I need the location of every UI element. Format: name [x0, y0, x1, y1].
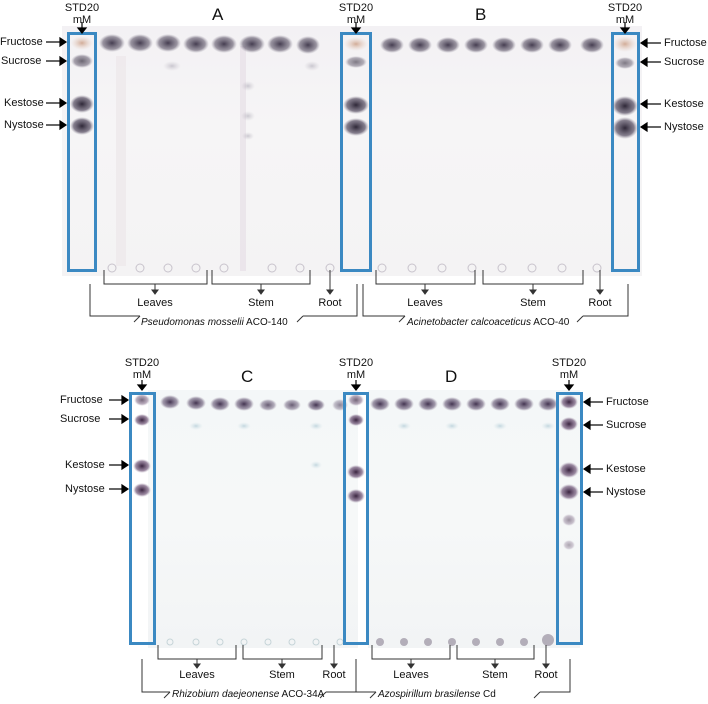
std-label-d: STD20 mM [551, 357, 587, 381]
sugar-label-kestose-b: Kestose [664, 98, 704, 110]
group-label-root-d: Root [534, 669, 558, 681]
sugar-label-nystose-d: Nystose [606, 486, 646, 498]
sugar-label-sucrose-d: Sucrose [606, 419, 647, 431]
std-label-b: STD20 mM [607, 2, 643, 26]
group-brackets-bottom [141, 645, 571, 699]
group-label-stem-b: Stem [520, 297, 546, 309]
tlc-plate-ab [62, 26, 642, 276]
group-label-root-c: Root [322, 669, 346, 681]
std-label-c: STD20 mM [124, 357, 160, 381]
group-label-leaves-b: Leaves [407, 297, 443, 309]
sugar-label-sucrose-a: Sucrose [1, 55, 42, 67]
sugar-label-kestose-c: Kestose [65, 459, 105, 471]
tlc-plate-c [148, 390, 358, 648]
std-label-ab: STD20 mM [338, 2, 374, 26]
std-lane-box-c [129, 392, 156, 645]
group-label-stem-d: Stem [482, 669, 508, 681]
group-label-leaves-a: Leaves [137, 297, 173, 309]
fructose-spots-b [380, 37, 604, 53]
organism-label-d: Azospirillum brasilense Cd [378, 689, 496, 700]
std-lane-box-b [611, 32, 640, 272]
sugar-label-sucrose-b: Sucrose [664, 56, 705, 68]
std-label-a: STD20 mM [64, 2, 100, 26]
fructose-spots-a [99, 34, 320, 54]
panel-letter-a: A [212, 5, 224, 24]
std-label-cd: STD20 mM [338, 357, 374, 381]
group-label-stem-c: Stem [269, 669, 295, 681]
sugar-label-kestose-d: Kestose [606, 463, 646, 475]
organism-label-b: Acinetobacter calcoaceticus ACO-40 [407, 317, 570, 328]
sugar-label-kestose-a: Kestose [4, 97, 44, 109]
sugar-label-fructose-d: Fructose [606, 396, 649, 408]
group-label-stem-a: Stem [248, 297, 274, 309]
group-label-root-b: Root [588, 297, 612, 309]
group-brackets-top [89, 270, 629, 323]
sugar-label-nystose-b: Nystose [664, 121, 704, 133]
std-lane-box-d [556, 392, 583, 645]
sugar-label-sucrose-c: Sucrose [60, 413, 101, 425]
sugar-label-nystose-a: Nystose [4, 119, 44, 131]
std-lane-box-cd [343, 392, 369, 645]
panel-letter-d: D [445, 367, 458, 386]
panel-letter-c: C [241, 367, 254, 386]
organism-label-c: Rhizobium daejeonense ACO-34A [172, 689, 325, 700]
sugar-label-fructose-b: Fructose [664, 37, 707, 49]
tlc-plate-d [368, 390, 580, 648]
tlc-plate-ab-spots [99, 34, 604, 273]
group-label-root-a: Root [318, 297, 342, 309]
tlc-plate-d-spots [370, 397, 558, 646]
sugar-label-fructose-c: Fructose [60, 394, 103, 406]
sugar-label-nystose-c: Nystose [65, 483, 105, 495]
sugar-label-fructose-a: Fructose [0, 36, 43, 48]
panel-letter-b: B [475, 5, 487, 24]
group-label-leaves-d: Leaves [393, 669, 429, 681]
group-label-leaves-c: Leaves [179, 669, 215, 681]
organism-label-a: Pseudomonas mosselii ACO-140 [141, 317, 288, 328]
